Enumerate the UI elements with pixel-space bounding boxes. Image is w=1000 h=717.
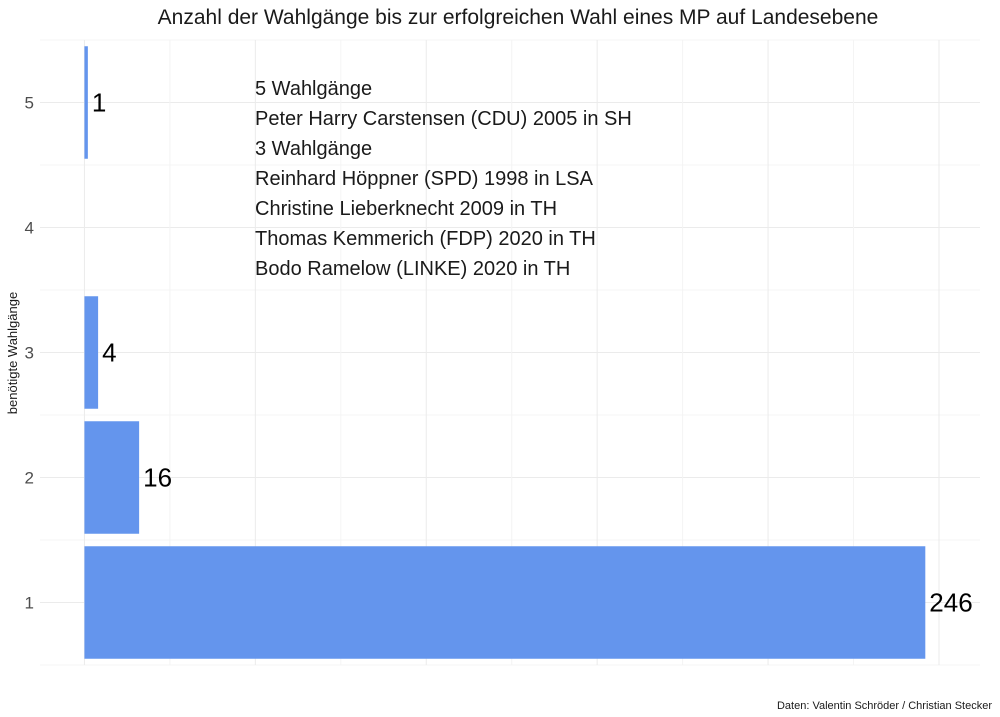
y-axis-label: benötigte Wahlgänge xyxy=(5,292,20,414)
bar xyxy=(84,421,140,534)
annotation-line: Christine Lieberknecht 2009 in TH xyxy=(255,198,557,220)
y-tick-labels: 1 2 3 4 5 xyxy=(25,94,34,613)
data-label: 246 xyxy=(929,588,972,618)
data-labels: 246 16 4 1 xyxy=(92,88,973,618)
chart-title: Anzahl der Wahlgänge bis zur erfolgreich… xyxy=(158,6,879,29)
bar xyxy=(84,46,88,159)
y-tick-label: 2 xyxy=(25,469,34,488)
annotation-line: Thomas Kemmerich (FDP) 2020 in TH xyxy=(255,228,596,250)
bars xyxy=(84,46,926,659)
annotation-line: 3 Wahlgänge xyxy=(255,138,372,160)
data-label: 1 xyxy=(92,88,106,118)
y-tick-label: 5 xyxy=(25,94,34,113)
y-tick-label: 1 xyxy=(25,594,34,613)
bar xyxy=(84,546,926,659)
annotation-line: Reinhard Höppner (SPD) 1998 in LSA xyxy=(255,168,594,190)
data-label: 4 xyxy=(102,338,116,368)
bar xyxy=(84,296,99,409)
y-tick-label: 4 xyxy=(25,219,34,238)
y-tick-label: 3 xyxy=(25,344,34,363)
annotation-line: Peter Harry Carstensen (CDU) 2005 in SH xyxy=(255,108,632,130)
annotation-line: Bodo Ramelow (LINKE) 2020 in TH xyxy=(255,258,570,280)
data-source-caption: Daten: Valentin Schröder / Christian Ste… xyxy=(777,700,992,712)
data-label: 16 xyxy=(143,463,172,493)
annotation-line: 5 Wahlgänge xyxy=(255,78,372,100)
annotation-block: 5 Wahlgänge Peter Harry Carstensen (CDU)… xyxy=(255,78,632,280)
